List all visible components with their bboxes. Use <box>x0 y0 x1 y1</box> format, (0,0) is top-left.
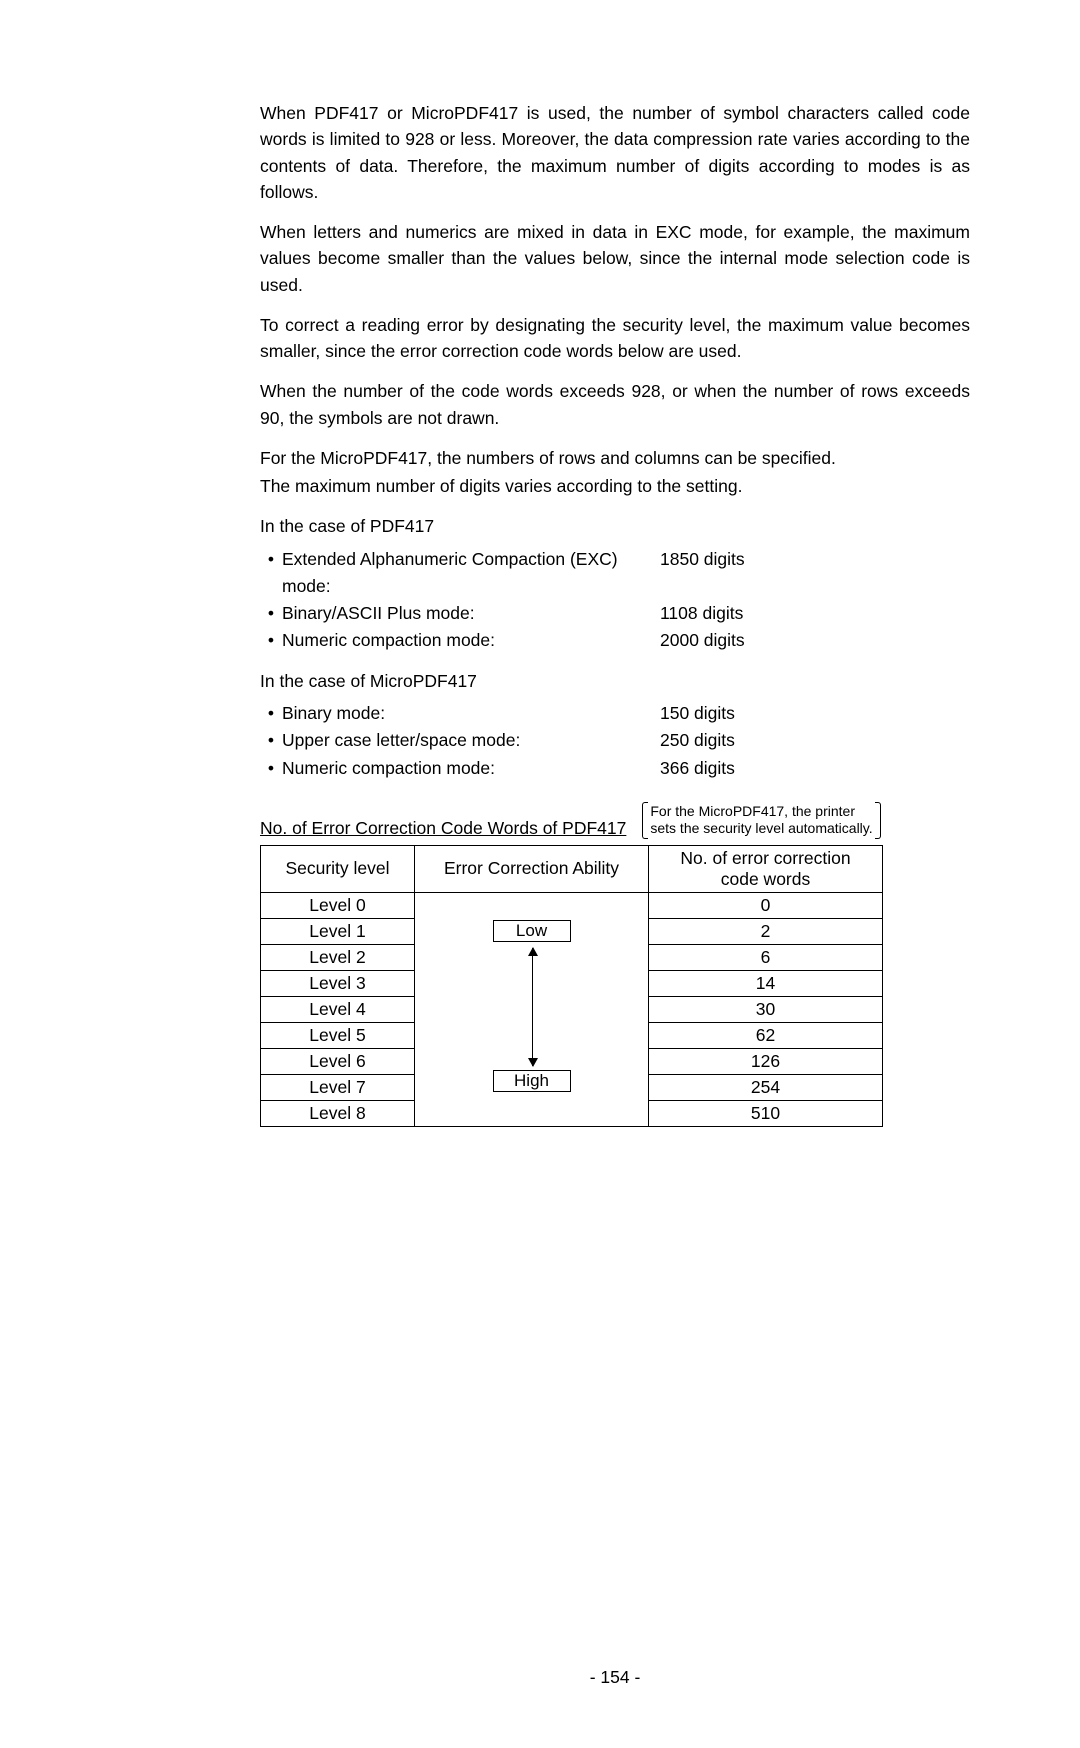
cell-level: Level 8 <box>261 1100 415 1126</box>
eca-high-label: High <box>493 1070 571 1092</box>
cell-words: 6 <box>649 944 883 970</box>
list-item: • Upper case letter/space mode: 250 digi… <box>260 727 970 754</box>
mode-value: 366 digits <box>660 755 970 782</box>
section-heading-pdf417: In the case of PDF417 <box>260 513 970 539</box>
bullet-icon: • <box>260 600 282 627</box>
cell-level: Level 5 <box>261 1022 415 1048</box>
table-caption-row: No. of Error Correction Code Words of PD… <box>260 802 970 839</box>
bracket-note: For the MicroPDF417, the printer sets th… <box>642 802 880 839</box>
cell-level: Level 6 <box>261 1048 415 1074</box>
mode-label: Numeric compaction mode: <box>282 755 660 782</box>
paragraph: The maximum number of digits varies acco… <box>260 473 970 499</box>
mode-label: Binary mode: <box>282 700 660 727</box>
mode-value: 2000 digits <box>660 627 970 654</box>
paragraph: When letters and numerics are mixed in d… <box>260 219 970 298</box>
bullet-icon: • <box>260 727 282 754</box>
cell-words: 2 <box>649 918 883 944</box>
paragraph: To correct a reading error by designatin… <box>260 312 970 365</box>
pdf417-mode-list: • Extended Alphanumeric Compaction (EXC)… <box>260 546 970 655</box>
table-header-row: Security level Error Correction Ability … <box>261 845 883 892</box>
cell-error-correction-ability: Low High <box>415 892 649 1126</box>
note-line: sets the security level automatically. <box>650 820 872 836</box>
section-heading-micropdf417: In the case of MicroPDF417 <box>260 668 970 694</box>
paragraph: For the MicroPDF417, the numbers of rows… <box>260 445 970 471</box>
paragraph: When PDF417 or MicroPDF417 is used, the … <box>260 100 970 205</box>
list-item: • Numeric compaction mode: 2000 digits <box>260 627 970 654</box>
col-header-code-words: No. of error correction code words <box>649 845 883 892</box>
col-header-security-level: Security level <box>261 845 415 892</box>
cell-level: Level 1 <box>261 918 415 944</box>
bullet-icon: • <box>260 700 282 727</box>
table-caption: No. of Error Correction Code Words of PD… <box>260 818 626 839</box>
page: When PDF417 or MicroPDF417 is used, the … <box>0 0 1080 1748</box>
cell-words: 14 <box>649 970 883 996</box>
cell-words: 126 <box>649 1048 883 1074</box>
eca-low-label: Low <box>493 920 571 942</box>
bullet-icon: • <box>260 546 282 600</box>
mode-label: Upper case letter/space mode: <box>282 727 660 754</box>
bullet-icon: • <box>260 755 282 782</box>
security-level-table: Security level Error Correction Ability … <box>260 845 883 1127</box>
list-item: • Binary mode: 150 digits <box>260 700 970 727</box>
list-item: • Numeric compaction mode: 366 digits <box>260 755 970 782</box>
cell-words: 510 <box>649 1100 883 1126</box>
page-number: - 154 - <box>260 1667 970 1688</box>
header-line: No. of error correction <box>680 848 850 868</box>
bullet-icon: • <box>260 627 282 654</box>
cell-level: Level 3 <box>261 970 415 996</box>
cell-words: 0 <box>649 892 883 918</box>
mode-value: 250 digits <box>660 727 970 754</box>
cell-level: Level 7 <box>261 1074 415 1100</box>
header-line: code words <box>721 869 811 889</box>
cell-words: 254 <box>649 1074 883 1100</box>
double-arrow-icon <box>532 948 533 1066</box>
paragraph: When the number of the code words exceed… <box>260 378 970 431</box>
list-item: • Binary/ASCII Plus mode: 1108 digits <box>260 600 970 627</box>
micropdf417-mode-list: • Binary mode: 150 digits • Upper case l… <box>260 700 970 781</box>
cell-words: 30 <box>649 996 883 1022</box>
cell-level: Level 0 <box>261 892 415 918</box>
mode-value: 1850 digits <box>660 546 970 600</box>
eca-diagram: Low High <box>415 898 648 1120</box>
table-row: Level 0 Low High 0 <box>261 892 883 918</box>
mode-value: 150 digits <box>660 700 970 727</box>
note-line: For the MicroPDF417, the printer <box>650 803 855 819</box>
cell-words: 62 <box>649 1022 883 1048</box>
list-item: • Extended Alphanumeric Compaction (EXC)… <box>260 546 970 600</box>
col-header-error-correction-ability: Error Correction Ability <box>415 845 649 892</box>
cell-level: Level 2 <box>261 944 415 970</box>
mode-label: Extended Alphanumeric Compaction (EXC) m… <box>282 546 660 600</box>
mode-label: Numeric compaction mode: <box>282 627 660 654</box>
cell-level: Level 4 <box>261 996 415 1022</box>
mode-label: Binary/ASCII Plus mode: <box>282 600 660 627</box>
mode-value: 1108 digits <box>660 600 970 627</box>
